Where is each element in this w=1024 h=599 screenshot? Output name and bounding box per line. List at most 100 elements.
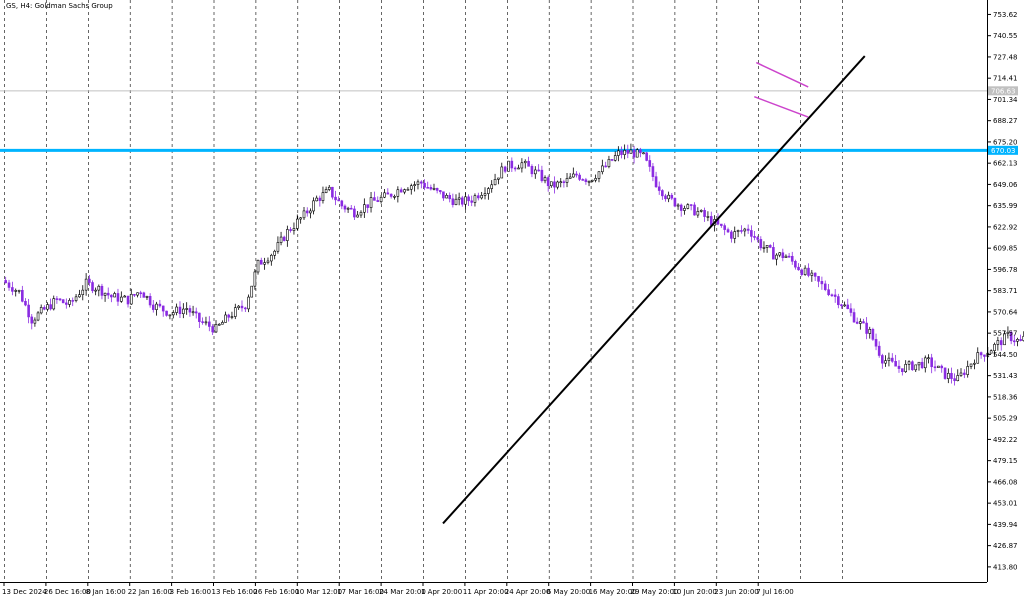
candle-body [790,255,794,262]
grid-layer [4,0,843,582]
candle-body [383,192,386,198]
candle-body [46,304,49,310]
candle-body [568,176,572,179]
candle-body [120,296,123,302]
candle-body [276,242,280,252]
candle-body [106,292,110,296]
candle-body [565,178,569,183]
candle-body [33,319,37,324]
candle-body [651,166,655,177]
y-tick-label: 675.20 [993,138,1018,146]
candle-body [403,189,406,193]
candle-body [7,282,11,288]
support-level-tag [988,145,1018,155]
candle-body [709,216,713,226]
candle-body [1016,339,1019,342]
candle-body [240,305,244,309]
candle-body [145,295,149,298]
candle-body [871,329,875,340]
candle-body [584,179,588,182]
x-tick-label: 17 Mar 16:00 [337,588,384,596]
current-price-label: 706.63 [991,87,1016,95]
candle-body [327,186,331,190]
trendline [442,55,866,525]
candle-body [289,229,292,231]
candle-body [116,293,120,302]
candle-body [553,181,556,188]
candle-body [353,208,356,218]
candle-body [188,308,192,313]
candle-body [58,298,62,301]
candle-body [91,282,94,292]
candle-body [178,306,182,315]
candle-body [363,204,366,213]
candle-body [68,300,71,305]
y-tick-label: 518.36 [993,393,1018,401]
candle-body [71,300,75,302]
candle-body [175,306,178,313]
candle-body [800,269,804,275]
candle-body [894,361,897,367]
candle-body [859,321,862,324]
y-tick-label: 466.08 [993,478,1018,486]
candle-body [65,302,68,305]
candle-body [520,162,524,169]
candle-body [820,281,824,285]
candle-body [100,285,104,296]
candle-body [996,340,1000,345]
candle-body [17,289,21,292]
candle-body [426,187,430,189]
candle-body [204,321,208,324]
candle-body [171,312,175,316]
candle-body [620,150,623,155]
candle-body [497,177,500,180]
candle-body [113,293,116,298]
candle-body [460,197,464,205]
candle-body [594,178,597,181]
candle-body [645,152,648,161]
chart-title: GS, H4: Goldman Sachs Group [6,2,113,10]
candle-body [762,247,766,249]
candle-body [661,190,664,197]
candle-body [911,361,914,371]
candle-body [52,298,56,310]
candle-body [324,189,328,193]
candle-body [543,177,547,182]
candle-body [1009,331,1013,342]
candle-body [837,296,840,306]
candle-body [286,229,289,241]
candle-body [36,312,40,321]
candle-body [399,189,403,193]
candle-body [923,357,927,369]
candle-body [273,250,276,256]
candle-body [639,149,642,154]
candle-body [874,339,878,347]
y-tick-label: 492.22 [993,436,1018,444]
candle-body [473,195,477,203]
candle-body [389,193,393,197]
candle-body [253,271,257,287]
candle-body [334,196,337,201]
candle-body [868,329,872,334]
x-tick-label: 7 Jul 16:00 [756,588,794,596]
candle-body [953,378,956,382]
candle-body [772,247,775,260]
candle-body [670,194,674,199]
candle-body [904,363,907,373]
candle-body [862,321,865,324]
candle-body [321,192,325,201]
candle-body [435,187,439,191]
candle-body [88,278,91,283]
candle-body [613,155,617,161]
candle-body [393,196,396,198]
candle-body [305,210,309,214]
candle-body [182,308,185,315]
candle-body [27,304,30,318]
candle-body [30,316,34,324]
candle-body [897,365,901,369]
candle-body [559,181,563,184]
x-tick-label: 16 May 20:00 [589,588,637,596]
candle-body [500,166,504,179]
